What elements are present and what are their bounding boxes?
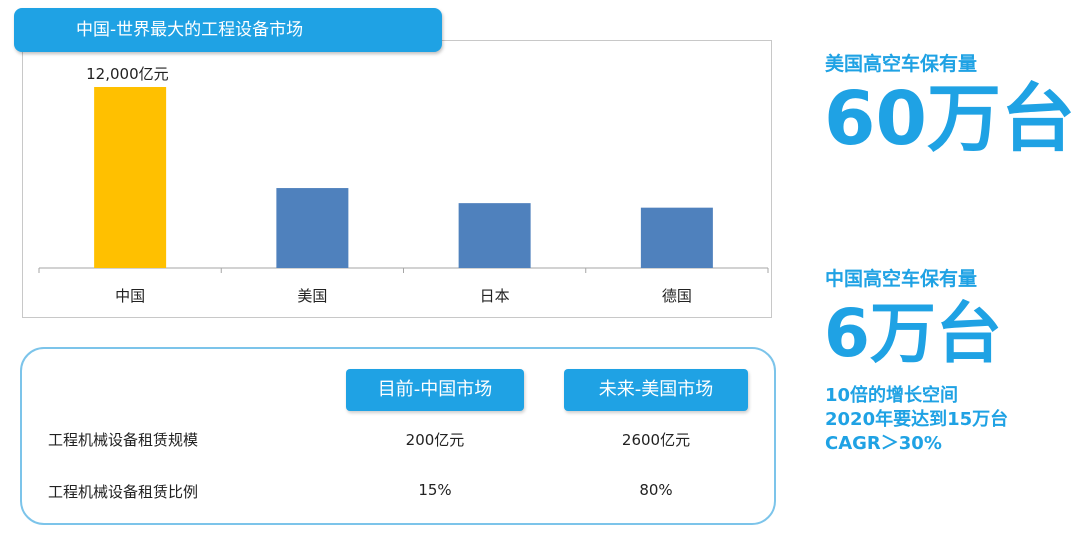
category-label-1: 美国	[297, 287, 327, 305]
bar-3	[640, 207, 713, 268]
category-label-0: 中国	[115, 287, 145, 305]
bar-2	[458, 203, 531, 268]
china-fleet-label: 中国高空车保有量	[825, 268, 978, 290]
bar-chart-panel: 中国 12,000亿元美国 日本 德国	[22, 40, 772, 318]
comparison-table: 目前-中国市场 未来-美国市场 工程机械设备租赁规模 200亿元 2600亿元 …	[20, 347, 776, 525]
category-label-2: 日本	[480, 287, 510, 305]
row-label-rental-scale: 工程机械设备租赁规模	[48, 431, 199, 449]
chart-title: 中国-世界最大的工程设备市场	[14, 8, 442, 52]
us-fleet-label: 美国高空车保有量	[825, 53, 978, 75]
growth-note: 10倍的增长空间	[825, 385, 959, 406]
us-fleet-value: 60万台	[824, 76, 1075, 162]
target-2020-note: 2020年要达到15万台	[825, 409, 1009, 430]
cell-rental-scale-china: 200亿元	[405, 431, 465, 449]
column-header-current-china: 目前-中国市场	[346, 369, 524, 411]
cell-rental-scale-us: 2600亿元	[621, 431, 691, 449]
column-header-future-us: 未来-美国市场	[564, 369, 748, 411]
cell-rental-ratio-china: 15%	[418, 481, 452, 499]
category-label-3: 德国	[662, 287, 692, 305]
china-fleet-value: 6万台	[824, 295, 1002, 372]
row-label-rental-ratio: 工程机械设备租赁比例	[48, 483, 199, 501]
cagr-note: CAGR＞30%	[825, 433, 942, 454]
bar-1	[276, 188, 349, 268]
data-label-0: 12,000亿元	[86, 65, 169, 83]
bar-0	[94, 87, 167, 268]
cell-rental-ratio-us: 80%	[639, 481, 673, 499]
